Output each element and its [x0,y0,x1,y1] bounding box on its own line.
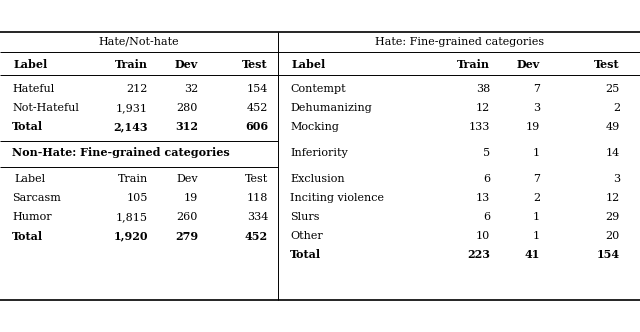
Text: 1: 1 [533,212,540,222]
Text: 7: 7 [533,174,540,184]
Text: Train: Train [115,58,148,69]
Text: Slurs: Slurs [290,212,319,222]
Text: 19: 19 [184,193,198,203]
Text: 606: 606 [245,122,268,132]
Text: 118: 118 [246,193,268,203]
Text: Label: Label [292,58,326,69]
Text: 49: 49 [605,122,620,132]
Text: 312: 312 [175,122,198,132]
Text: 452: 452 [245,230,268,241]
Text: Not-Hateful: Not-Hateful [12,103,79,113]
Text: 2,143: 2,143 [113,122,148,132]
Text: Other: Other [290,231,323,241]
Text: 7: 7 [533,84,540,94]
Text: 3: 3 [613,174,620,184]
Text: 25: 25 [605,84,620,94]
Text: Train: Train [457,58,490,69]
Text: Test: Test [243,58,268,69]
Text: 154: 154 [597,250,620,261]
Text: 3: 3 [533,103,540,113]
Text: Train: Train [118,174,148,184]
Text: 154: 154 [246,84,268,94]
Text: 29: 29 [605,212,620,222]
Text: 223: 223 [467,250,490,261]
Text: 2: 2 [613,103,620,113]
Text: 260: 260 [177,212,198,222]
Text: 1,931: 1,931 [116,103,148,113]
Text: 1: 1 [533,148,540,158]
Text: Non-Hate: Fine-grained categories: Non-Hate: Fine-grained categories [12,147,230,158]
Text: 1: 1 [533,231,540,241]
Text: 41: 41 [525,250,540,261]
Text: 6: 6 [483,212,490,222]
Text: 334: 334 [246,212,268,222]
Text: Inferiority: Inferiority [290,148,348,158]
Text: Hate: Fine-grained categories: Hate: Fine-grained categories [374,37,544,47]
Text: Label: Label [14,58,48,69]
Text: 212: 212 [127,84,148,94]
Text: Dehumanizing: Dehumanizing [290,103,372,113]
Text: 20: 20 [605,231,620,241]
Text: Total: Total [12,122,43,132]
Text: 6: 6 [483,174,490,184]
Text: Total: Total [12,230,43,241]
Text: 5: 5 [483,148,490,158]
Text: 38: 38 [476,84,490,94]
Text: Hateful: Hateful [12,84,54,94]
Text: Dev: Dev [177,174,198,184]
Text: Inciting violence: Inciting violence [290,193,384,203]
Text: Contempt: Contempt [290,84,346,94]
Text: 12: 12 [476,103,490,113]
Text: 10: 10 [476,231,490,241]
Text: Sarcasm: Sarcasm [12,193,61,203]
Text: 1,920: 1,920 [113,230,148,241]
Text: 19: 19 [525,122,540,132]
Text: Test: Test [595,58,620,69]
Text: 14: 14 [605,148,620,158]
Text: Humor: Humor [12,212,52,222]
Text: 2: 2 [533,193,540,203]
Text: 452: 452 [246,103,268,113]
Text: Dev: Dev [175,58,198,69]
Text: Exclusion: Exclusion [290,174,344,184]
Text: Label: Label [14,174,45,184]
Text: 13: 13 [476,193,490,203]
Text: Test: Test [244,174,268,184]
Text: 280: 280 [177,103,198,113]
Text: Mocking: Mocking [290,122,339,132]
Text: 133: 133 [468,122,490,132]
Text: 105: 105 [127,193,148,203]
Text: 32: 32 [184,84,198,94]
Text: 1,815: 1,815 [116,212,148,222]
Text: Hate/Not-hate: Hate/Not-hate [99,37,179,47]
Text: Total: Total [290,250,321,261]
Text: 12: 12 [605,193,620,203]
Text: Dev: Dev [516,58,540,69]
Text: 279: 279 [175,230,198,241]
